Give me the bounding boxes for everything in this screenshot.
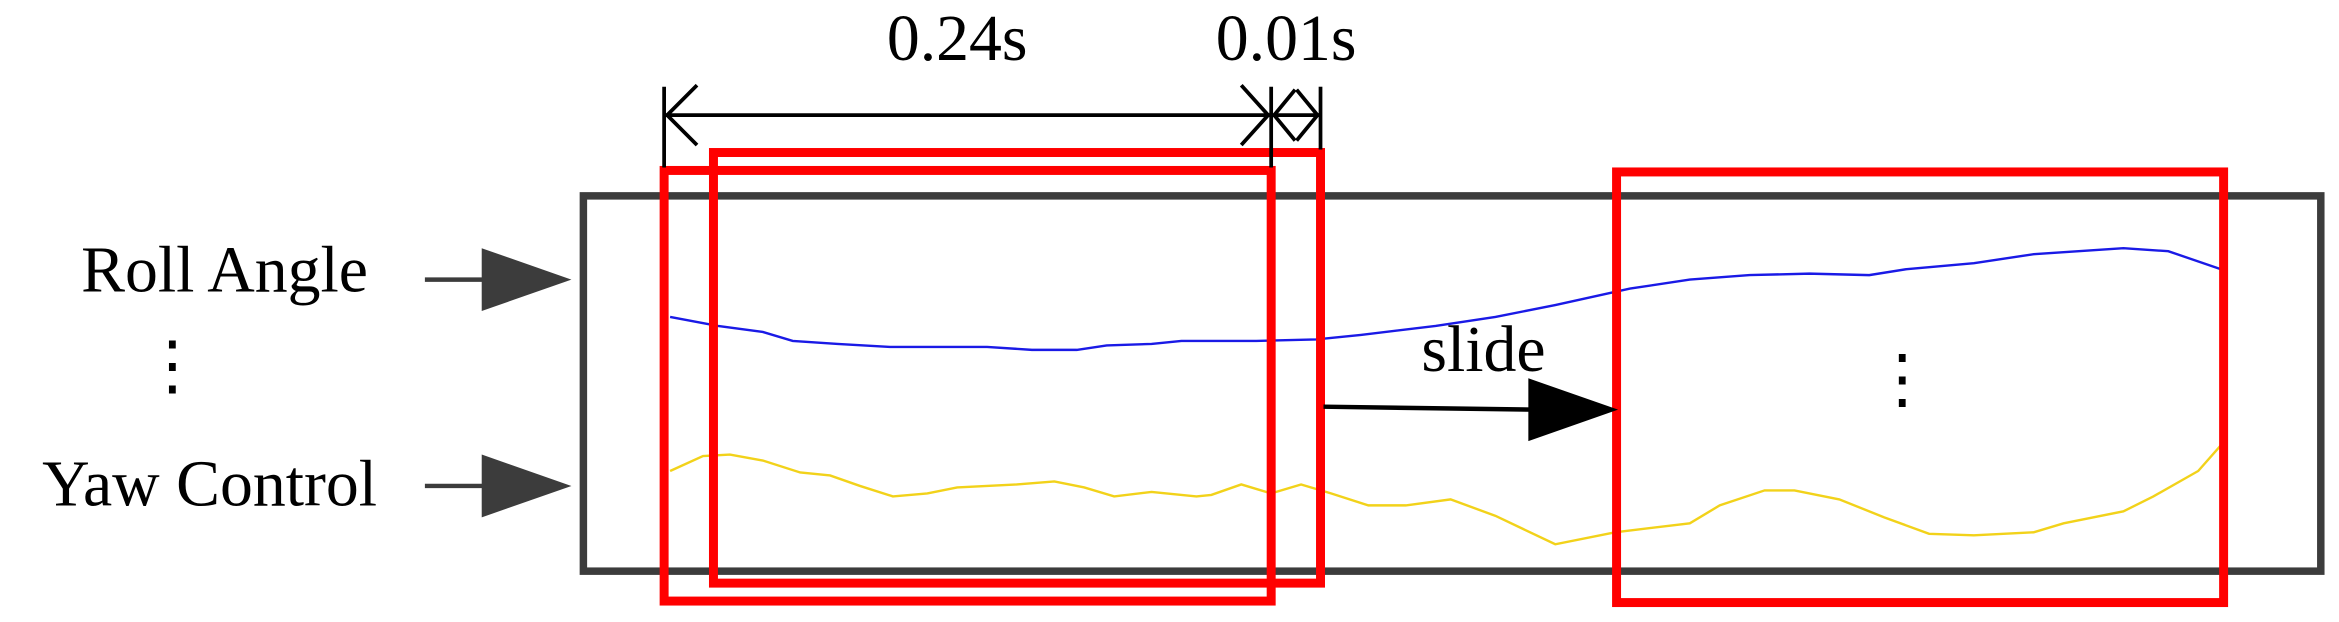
ellipsis-right: ⋮ [1869, 343, 1935, 416]
window-n [1612, 167, 2229, 608]
window-1 [659, 165, 1276, 606]
dimension-lines [662, 83, 1323, 168]
input-arrows [424, 248, 572, 518]
window-duration: 0.24s [887, 2, 1028, 75]
slide-arrow [1323, 378, 1619, 442]
step-duration: 0.01s [1216, 2, 1357, 75]
roll-angle-signal [669, 247, 2222, 352]
window-2 [708, 148, 1325, 588]
yaw-control-signal [669, 444, 2222, 546]
signal-frame [579, 192, 2325, 575]
input-label-bottom: Yaw Control [42, 448, 377, 521]
input-label-top: Roll Angle [81, 234, 368, 307]
slide-label: slide [1421, 313, 1545, 386]
ellipsis-left: ⋮ [139, 329, 205, 402]
